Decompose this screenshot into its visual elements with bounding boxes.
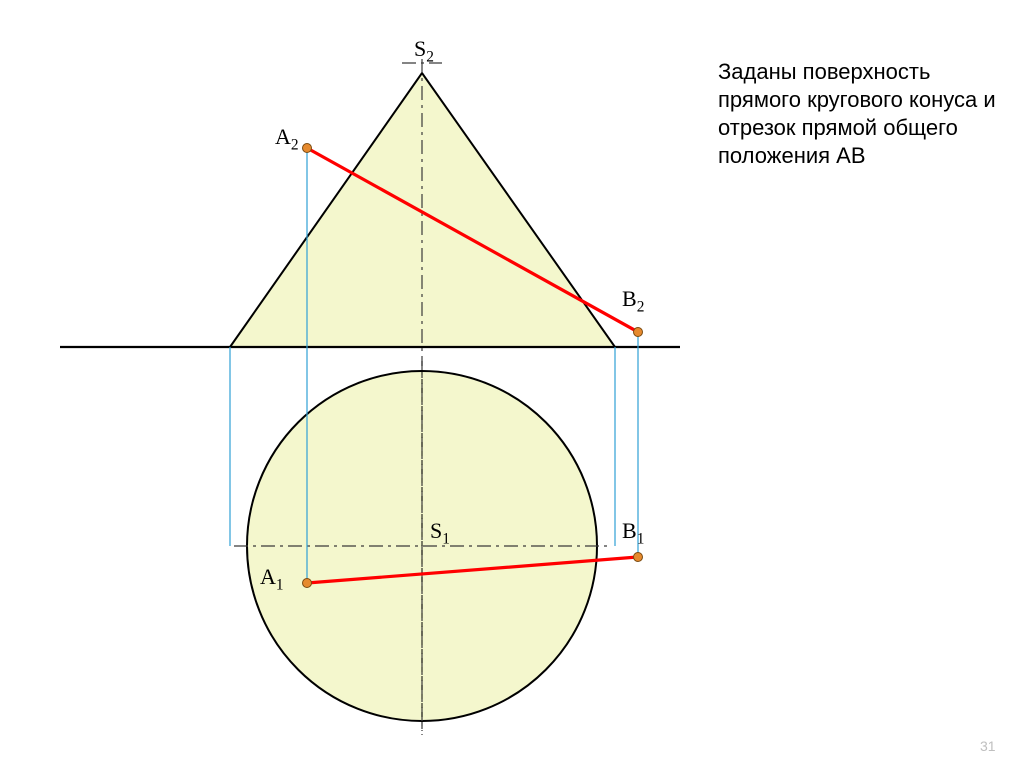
label-B2: B2 (622, 286, 644, 316)
label-A1: A1 (260, 564, 284, 594)
problem-caption: Заданы поверхность прямого кругового кон… (718, 58, 998, 170)
label-S2: S2 (414, 36, 434, 66)
label-S1: S1 (430, 518, 450, 548)
point-A1 (303, 579, 312, 588)
label-B1: B1 (622, 518, 644, 548)
page-number: 31 (980, 738, 996, 754)
point-A2 (303, 144, 312, 153)
label-A2: A2 (275, 124, 299, 154)
point-B2 (634, 328, 643, 337)
point-B1 (634, 553, 643, 562)
